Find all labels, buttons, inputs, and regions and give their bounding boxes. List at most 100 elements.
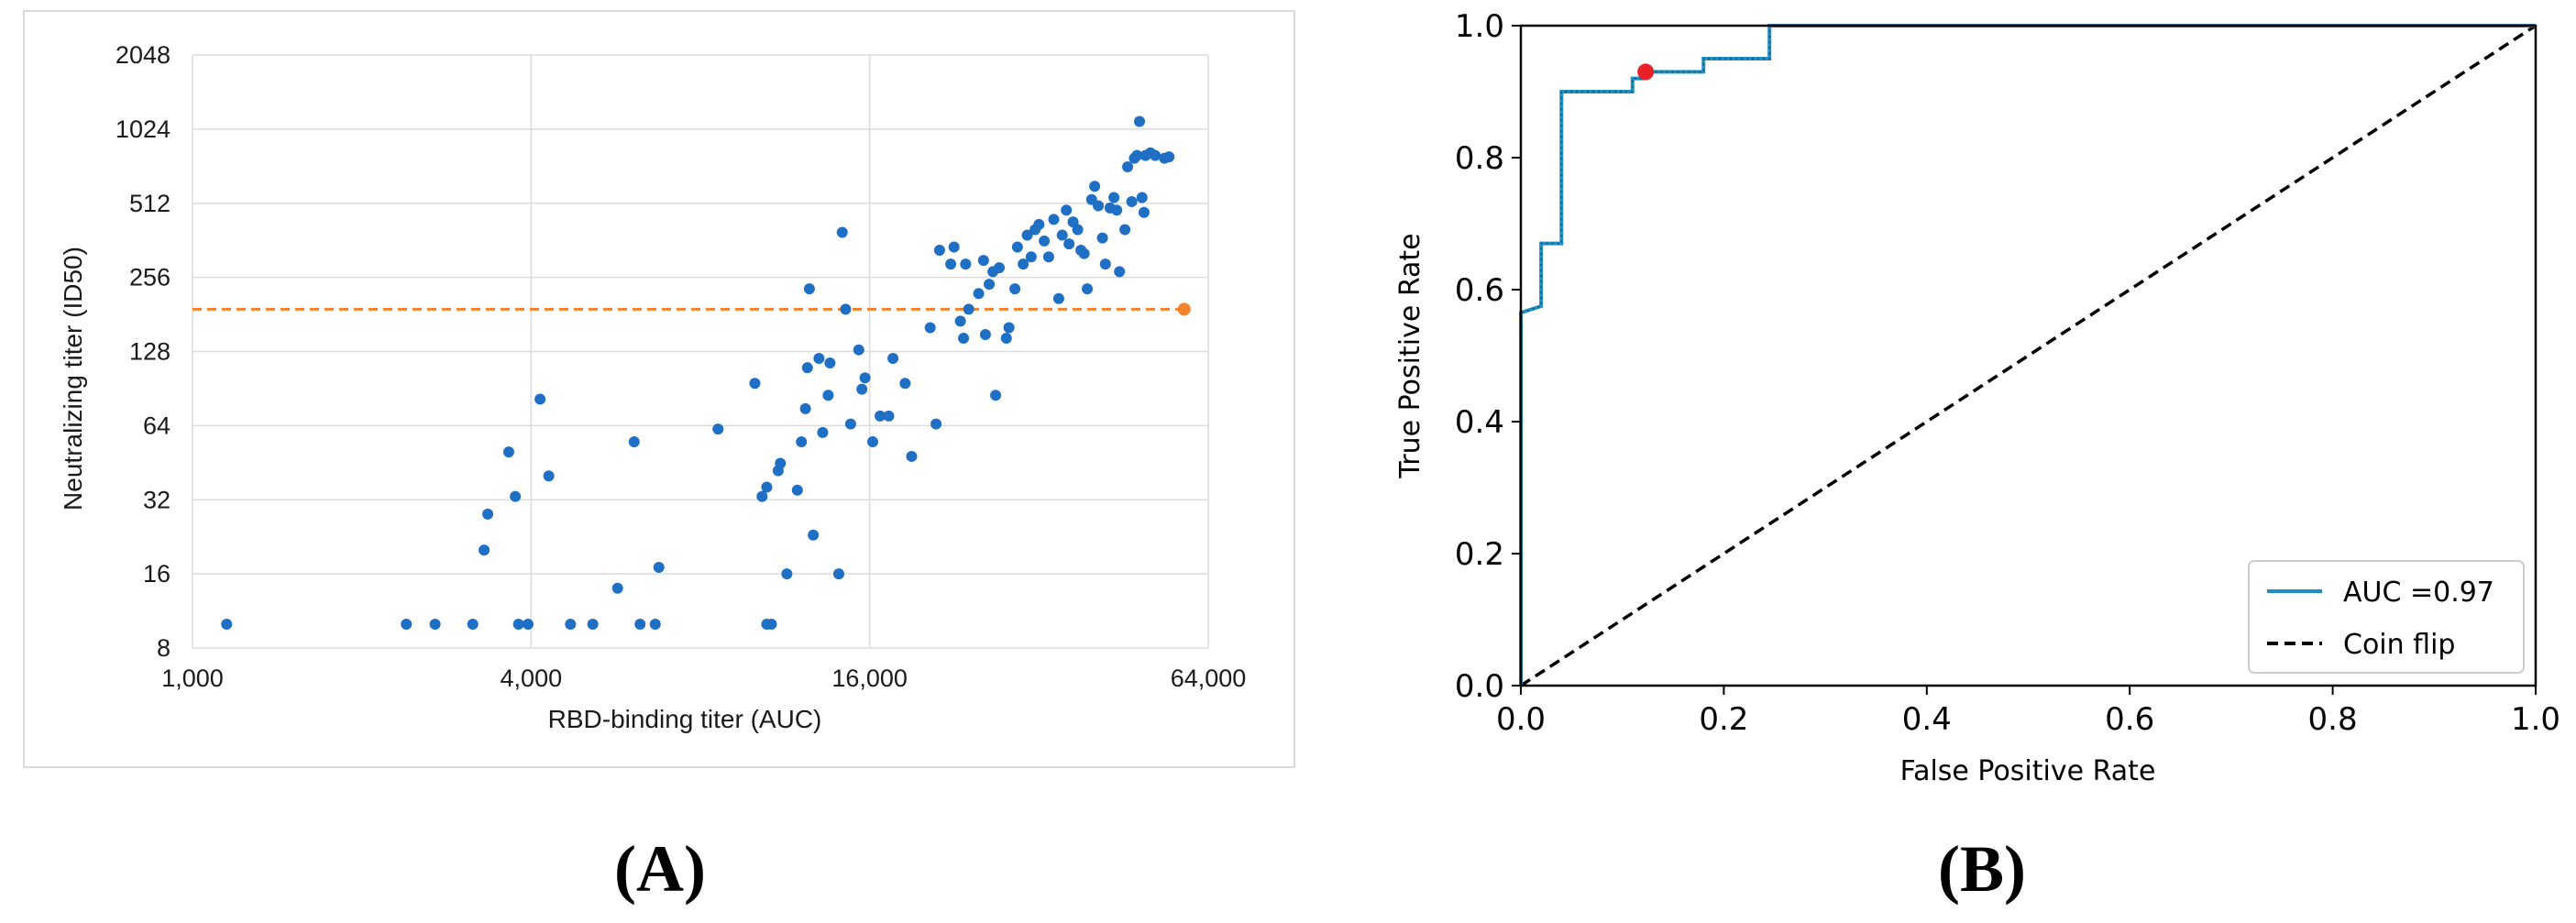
data-point xyxy=(1131,149,1143,161)
data-point xyxy=(1033,218,1045,230)
data-point xyxy=(781,568,793,580)
optimal-threshold-point xyxy=(1637,63,1655,81)
data-point xyxy=(832,568,844,580)
data-point xyxy=(853,344,864,356)
data-point xyxy=(1108,192,1120,203)
data-point xyxy=(824,357,836,368)
chart-a-y-ticks: 8 16 32 64 128 256 512 1024 2048 xyxy=(116,41,171,662)
data-point xyxy=(1039,235,1051,247)
data-point xyxy=(1163,151,1175,163)
chart-b-x-tick-label: 0.0 xyxy=(1496,701,1546,738)
data-point xyxy=(1114,266,1126,278)
data-point xyxy=(1018,258,1029,270)
data-point xyxy=(906,450,918,462)
data-point xyxy=(1093,200,1105,212)
chart-b-y-tick-label: 0.2 xyxy=(1455,536,1504,573)
data-point xyxy=(994,262,1006,274)
data-point xyxy=(984,279,996,291)
data-point xyxy=(836,226,848,238)
data-point xyxy=(482,508,494,520)
data-point xyxy=(1138,206,1150,218)
data-point xyxy=(761,481,773,493)
data-point xyxy=(510,490,522,502)
chart-b-x-axis-label: False Positive Rate xyxy=(1900,755,2156,787)
data-point xyxy=(875,410,886,422)
data-point xyxy=(522,618,534,630)
data-point xyxy=(611,582,623,594)
data-point xyxy=(756,490,768,502)
chart-a-x-ticks: 1,000 4,000 16,000 64,000 xyxy=(161,665,1246,692)
data-point xyxy=(467,618,479,630)
data-point xyxy=(1021,229,1033,241)
data-point xyxy=(634,618,646,630)
data-point xyxy=(1096,232,1108,244)
panel-label-b: (B) xyxy=(1938,832,2026,906)
data-point xyxy=(479,544,490,556)
chart-a-y-axis-label: Neutralizing titer (ID50) xyxy=(59,247,87,511)
data-point xyxy=(1089,181,1101,192)
data-point xyxy=(1126,195,1138,207)
data-point xyxy=(1078,247,1090,259)
data-point xyxy=(844,418,856,430)
data-point xyxy=(822,390,834,401)
legend-box xyxy=(2248,560,2525,674)
panel-label-a: (A) xyxy=(614,832,706,906)
data-point xyxy=(799,402,811,414)
chart-a-threshold xyxy=(193,302,1191,316)
data-point xyxy=(963,303,974,315)
data-point xyxy=(958,332,970,344)
data-point xyxy=(653,562,665,574)
data-point xyxy=(866,436,878,448)
data-point xyxy=(429,618,441,630)
chart-a: 8 16 32 64 128 256 512 1024 2048 1,000 4,000 16,00… xyxy=(23,10,1295,768)
data-point xyxy=(859,372,871,384)
legend-auc-label: AUC =0.97 xyxy=(2343,577,2494,609)
data-point xyxy=(973,288,985,300)
data-point xyxy=(887,353,899,365)
data-point xyxy=(933,244,945,256)
data-point xyxy=(1122,160,1134,172)
data-point xyxy=(1000,332,1012,344)
data-point xyxy=(1052,292,1064,304)
chart-b-x-tick-label: 0.4 xyxy=(1902,701,1952,738)
chart-b-x-tick-label: 0.6 xyxy=(2105,701,2154,738)
data-point xyxy=(813,353,825,365)
data-point xyxy=(1134,115,1146,127)
data-point xyxy=(945,258,957,270)
roc-curve-dotted xyxy=(1520,25,2536,686)
chart-b-y-tick-label: 0.4 xyxy=(1455,404,1504,441)
data-point xyxy=(502,446,514,458)
chart-b-y-tick-label: 0.0 xyxy=(1455,668,1504,705)
data-point xyxy=(817,426,829,438)
chart-b-x-tick-label: 0.2 xyxy=(1699,701,1748,738)
data-point xyxy=(979,328,991,340)
data-point xyxy=(1061,204,1073,216)
data-point xyxy=(587,618,599,630)
data-point xyxy=(801,362,813,374)
chart-b-x-tick-label: 1.0 xyxy=(2511,701,2560,738)
data-point xyxy=(1042,251,1054,263)
data-point xyxy=(565,618,577,630)
chart-a-grid xyxy=(192,54,1209,649)
data-point xyxy=(712,423,724,435)
chart-a-x-tick-label: 4,000 xyxy=(501,665,563,692)
data-point xyxy=(803,283,815,295)
data-point xyxy=(1011,241,1023,253)
data-point xyxy=(977,255,989,267)
data-point xyxy=(1136,192,1148,203)
data-point xyxy=(649,618,661,630)
data-point xyxy=(1150,149,1161,161)
data-point xyxy=(221,618,233,630)
data-point xyxy=(791,484,803,496)
chart-a-y-tick-label: 16 xyxy=(143,560,171,588)
data-point xyxy=(543,470,555,482)
threshold-marker xyxy=(1177,302,1191,316)
chart-a-x-tick-label: 1,000 xyxy=(161,665,224,692)
chart-a-points xyxy=(221,115,1175,630)
data-point xyxy=(1119,224,1131,236)
data-point xyxy=(765,618,777,630)
chart-b-x-ticks: 0.0 0.2 0.4 0.6 0.8 1.0 xyxy=(1496,686,2560,738)
data-point xyxy=(401,618,413,630)
chart-a-x-tick-label: 16,000 xyxy=(831,665,908,692)
